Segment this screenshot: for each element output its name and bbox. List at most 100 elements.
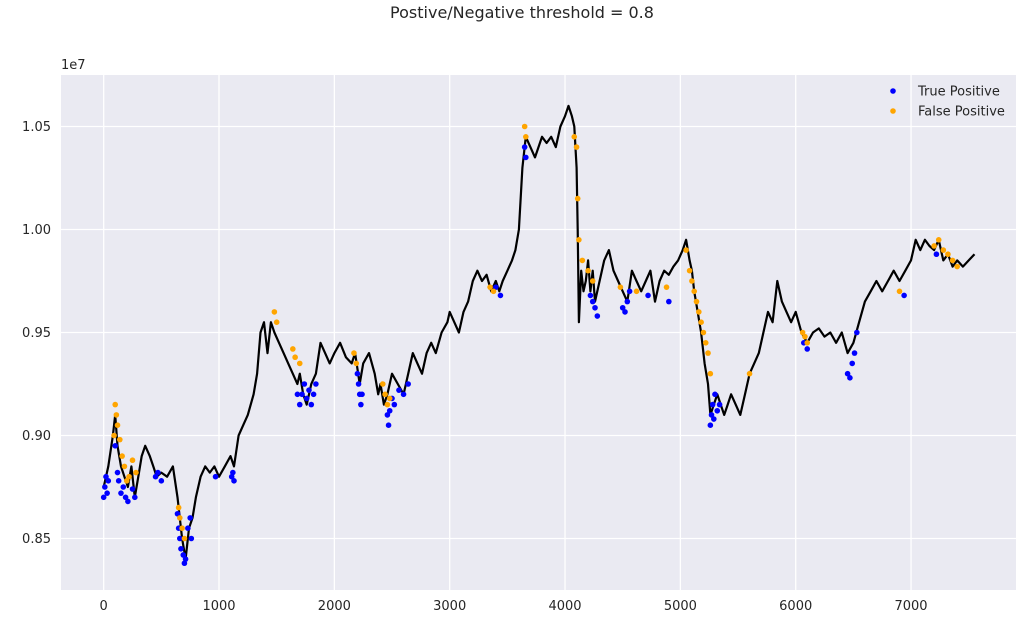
true-positive-point — [178, 546, 184, 552]
false-positive-point — [181, 535, 188, 542]
false-positive-point — [353, 360, 360, 367]
false-positive-point — [571, 134, 578, 140]
true-positive-point — [306, 387, 312, 393]
false-positive-point — [802, 333, 808, 340]
true-positive-point — [405, 381, 411, 387]
tick-labels: 0 1000 2000 3000 4000 5000 6000 7000 0.85 0.90 0.9… — [22, 120, 928, 614]
false-positive-point — [386, 395, 393, 402]
legend: True Positive False Positive — [890, 85, 1005, 120]
false-positive-point — [521, 123, 528, 130]
true-positive-point — [844, 370, 851, 377]
true-positive-point — [230, 469, 236, 476]
false-positive-point — [693, 298, 700, 305]
false-positive-point — [945, 251, 951, 258]
true-positive-point — [359, 391, 365, 398]
true-positive-point — [493, 284, 499, 290]
true-positive-point — [188, 535, 195, 542]
false-positive-point — [589, 278, 596, 284]
y-offset-label: 1e7 — [61, 58, 86, 73]
false-positive-point — [689, 278, 695, 284]
false-positive-point — [111, 432, 117, 439]
true-positive-point — [624, 298, 631, 305]
true-positive-point — [645, 292, 651, 299]
true-positive-point — [182, 556, 189, 562]
true-positive-point — [104, 490, 110, 496]
true-positive-point — [125, 498, 131, 505]
false-positive-point — [114, 422, 121, 429]
false-positive-point — [896, 288, 903, 295]
true-positive-point — [396, 387, 402, 393]
true-positive-point — [712, 391, 718, 398]
true-positive-point — [391, 401, 398, 408]
true-positive-point — [358, 401, 364, 408]
y-tick-label: 0.85 — [22, 532, 51, 547]
false-positive-point — [290, 346, 296, 352]
false-positive-point — [579, 257, 586, 264]
false-positive-point — [113, 412, 120, 418]
true-positive-point — [355, 381, 362, 387]
false-positive-point — [702, 340, 709, 346]
false-positive-point — [949, 257, 956, 264]
true-positive-point — [901, 292, 907, 299]
true-positive-point — [849, 360, 856, 367]
true-positive-point — [102, 484, 108, 490]
false-positive-point — [804, 340, 811, 346]
false-positive-point — [576, 237, 582, 243]
x-tick-label: 4000 — [548, 599, 581, 614]
true-positive-point — [299, 391, 305, 398]
price-line — [102, 104, 976, 561]
false-positive-point — [617, 284, 624, 290]
true-positive-point — [180, 552, 187, 558]
true-positive-point — [386, 407, 393, 414]
true-positive-point — [313, 381, 319, 387]
false-positive-point — [126, 473, 132, 480]
true-positive-point — [174, 510, 181, 517]
false-positive-point — [931, 243, 937, 249]
false-positive-point — [663, 284, 670, 290]
scatter-points-layer — [100, 123, 960, 567]
true-positive-point — [354, 370, 361, 377]
true-positive-point — [187, 515, 193, 521]
false-positive-point — [698, 319, 704, 326]
true-positive-point — [384, 412, 391, 418]
true-positive-point — [592, 304, 598, 311]
true-positive-point — [120, 484, 127, 490]
true-positive-point — [847, 375, 853, 381]
true-positive-point — [185, 525, 191, 531]
false-positive-point — [175, 504, 182, 511]
true-positive-point — [497, 292, 504, 299]
true-positive-point — [100, 494, 107, 501]
true-positive-point — [310, 391, 317, 398]
true-positive-point — [594, 313, 601, 319]
false-positive-point — [683, 247, 689, 253]
true-positive-point — [626, 288, 633, 295]
true-positive-point — [301, 381, 308, 387]
true-positive-point — [666, 298, 672, 305]
false-positive-point — [273, 319, 280, 326]
y-tick-label: 1.05 — [22, 120, 51, 135]
false-positive-point — [573, 144, 580, 150]
false-positive-point — [707, 370, 714, 377]
true-positive-point — [129, 486, 136, 492]
true-positive-point — [231, 478, 237, 484]
true-positive-point — [308, 401, 315, 408]
false-positive-point — [585, 267, 591, 274]
false-positive-point — [379, 381, 386, 387]
true-positive-point — [118, 490, 124, 496]
y-tick-label: 0.90 — [22, 429, 51, 444]
false-positive-point — [121, 463, 128, 470]
false-positive-point — [129, 457, 136, 464]
true-positive-point — [114, 469, 121, 476]
chart-title: Postive/Negative threshold = 0.8 — [390, 3, 654, 22]
true-positive-point — [523, 154, 529, 161]
true-positive-point — [709, 401, 716, 408]
false-positive-point — [384, 401, 391, 408]
true-positive-point — [400, 391, 407, 398]
false-positive-point — [686, 267, 693, 274]
false-positive-point — [112, 401, 119, 408]
true-positive-point — [622, 309, 628, 315]
true-positive-point — [294, 391, 301, 398]
false-positive-point — [296, 360, 303, 367]
false-positive-point — [382, 391, 388, 398]
